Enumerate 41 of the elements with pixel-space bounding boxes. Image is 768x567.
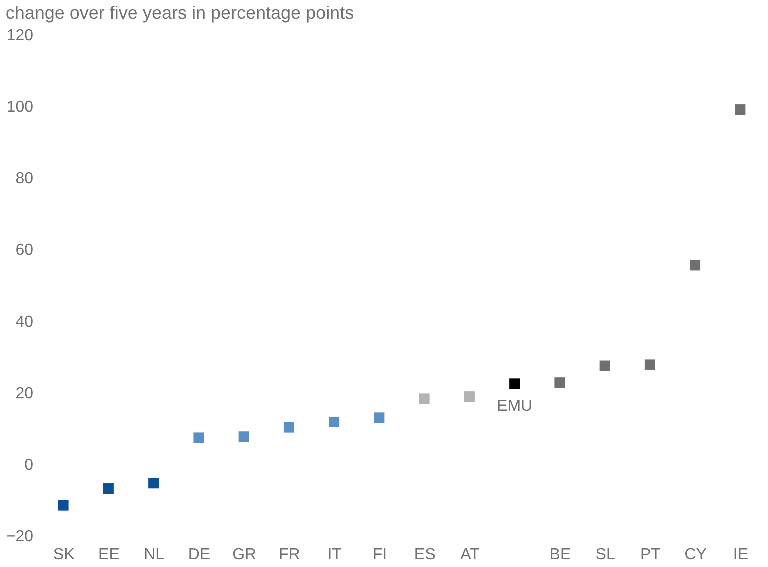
y-tick-label: 60: [16, 242, 34, 260]
x-tick-label: FR: [279, 546, 300, 564]
point: [329, 416, 340, 428]
point: [238, 432, 250, 442]
x-tick-label: FI: [372, 546, 388, 564]
point: [374, 412, 385, 424]
y-tick-label: 100: [6, 99, 34, 116]
y-tick-label: 80: [16, 170, 34, 188]
x-tick-label: IT: [328, 546, 342, 564]
point: [58, 500, 69, 511]
x-tick-label: GR: [232, 546, 257, 564]
x-tick-label: DE: [188, 546, 211, 564]
point: [284, 422, 294, 433]
point: [735, 104, 746, 116]
x-tick-label: SL: [596, 546, 616, 564]
point: [464, 392, 475, 402]
y-tick-label: 40: [16, 314, 34, 331]
point: [554, 378, 566, 388]
x-tick-label: PT: [640, 546, 662, 564]
point: [194, 432, 204, 444]
x-tick-label: IE: [733, 546, 748, 564]
annotation: EMU: [497, 398, 533, 415]
point: [148, 478, 160, 489]
point: [644, 360, 656, 370]
x-tick-label: ES: [414, 546, 436, 564]
x-tick-label: AT: [460, 546, 480, 564]
chart-title: change over five years in percentage points: [6, 3, 354, 23]
y-tick-label: 20: [16, 385, 34, 402]
x-tick-label: EE: [98, 546, 120, 564]
x-tick-label: BE: [550, 546, 572, 564]
point: [419, 394, 430, 404]
x-tick-label: SK: [53, 546, 76, 564]
x-tick-label: NL: [144, 546, 165, 564]
point: [690, 260, 701, 271]
point: [600, 360, 610, 372]
point: [103, 484, 114, 494]
point: [510, 378, 520, 390]
y-tick-label: −20: [6, 528, 34, 546]
y-tick-label: 0: [24, 456, 34, 474]
y-tick-label: 120: [6, 28, 34, 44]
x-tick-label: CY: [684, 546, 708, 564]
